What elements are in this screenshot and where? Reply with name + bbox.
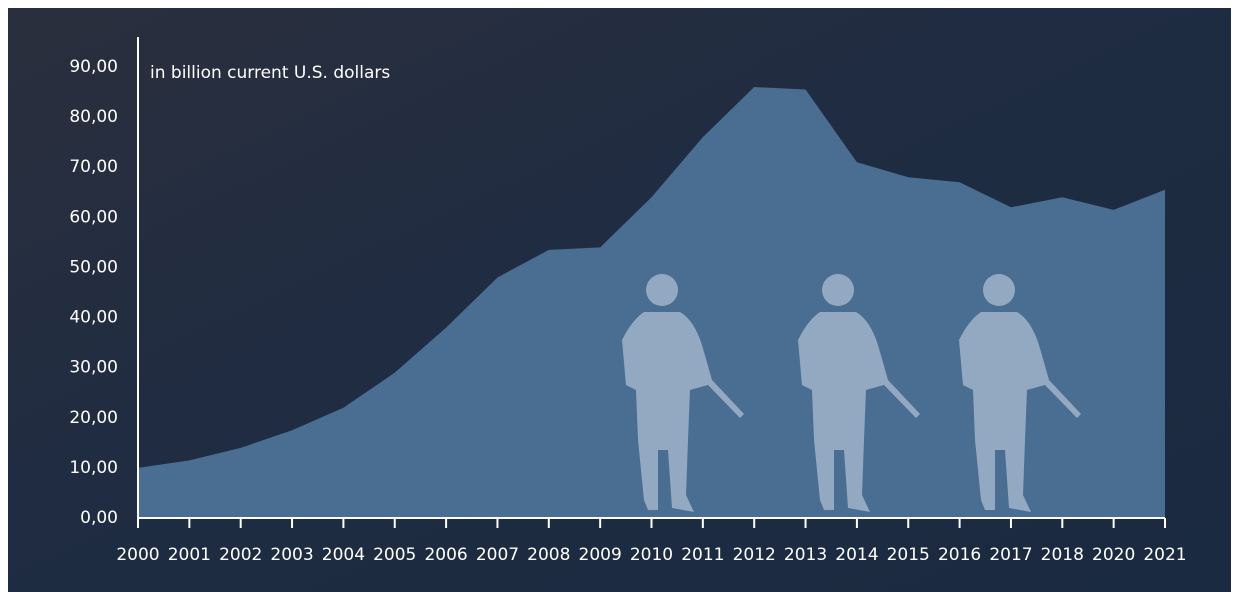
x-tick-label: 2017 (989, 545, 1032, 565)
y-tick-label: 50,00 (69, 257, 118, 277)
x-tick-label: 2014 (835, 545, 878, 565)
y-tick-label: 30,00 (69, 358, 118, 378)
y-tick-label: 20,00 (69, 408, 118, 428)
x-tick-label: 2002 (219, 545, 262, 565)
x-tick-label: 2008 (527, 545, 570, 565)
y-tick-label: 70,00 (69, 157, 118, 177)
x-tick-label: 2013 (784, 545, 827, 565)
x-tick-label: 2007 (476, 545, 519, 565)
x-tick-label: 2011 (681, 545, 724, 565)
unit-label: in billion current U.S. dollars (150, 63, 390, 83)
x-tick-label: 2021 (1143, 545, 1186, 565)
x-tick-label: 2016 (938, 545, 981, 565)
y-tick-label: 90,00 (69, 57, 118, 77)
x-tick-label: 2001 (168, 545, 211, 565)
x-tick-label: 2010 (630, 545, 673, 565)
x-tick-label: 2015 (887, 545, 930, 565)
x-tick-label: 2003 (270, 545, 313, 565)
y-tick-label: 80,00 (69, 107, 118, 127)
x-tick-label: 2018 (1041, 545, 1084, 565)
x-tick-label: 2005 (373, 545, 416, 565)
x-tick-label: 2004 (322, 545, 365, 565)
x-tick-label: 2020 (1092, 545, 1135, 565)
x-tick-label: 2000 (116, 545, 159, 565)
y-tick-label: 0,00 (80, 508, 118, 528)
y-tick-label: 60,00 (69, 207, 118, 227)
x-tick-label: 2006 (424, 545, 467, 565)
area (138, 87, 1165, 519)
x-tick-label: 2009 (579, 545, 622, 565)
x-tick-label: 2012 (733, 545, 776, 565)
y-tick-label: 10,00 (69, 458, 118, 478)
y-tick-label: 40,00 (69, 308, 118, 328)
